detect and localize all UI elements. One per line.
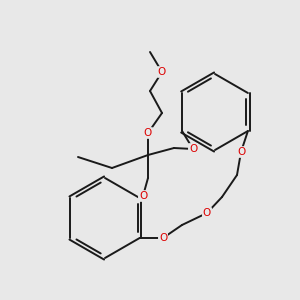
- Text: O: O: [189, 144, 197, 154]
- Text: O: O: [237, 147, 245, 157]
- Text: O: O: [158, 67, 166, 77]
- Text: O: O: [203, 208, 211, 218]
- Text: O: O: [139, 191, 147, 201]
- Text: O: O: [144, 128, 152, 138]
- Text: O: O: [159, 233, 167, 243]
